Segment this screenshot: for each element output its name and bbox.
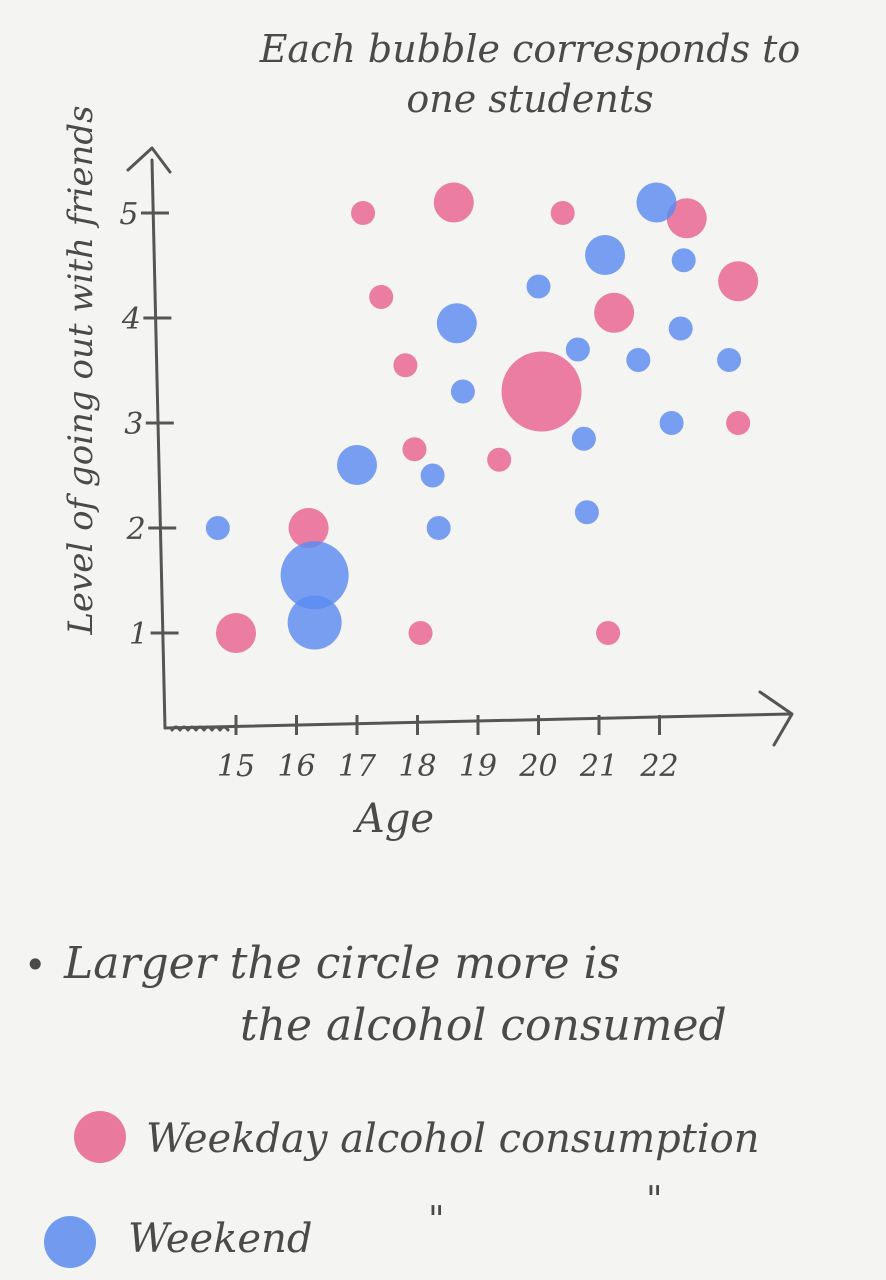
weekend-bubble	[287, 595, 342, 650]
weekend-bubble	[571, 426, 596, 451]
weekend-bubble	[337, 445, 377, 485]
weekday-bubble	[487, 447, 512, 472]
legend-weekend-ditto-1: "	[428, 1200, 445, 1241]
chart-title-line1: Each bubble corresponds to	[259, 27, 801, 71]
legend-weekday-swatch	[74, 1111, 126, 1163]
legend-weekend-ditto-2: "	[646, 1180, 663, 1221]
y-tick-label: 5	[119, 197, 138, 232]
weekday-bubble	[594, 292, 635, 333]
legend-weekend-label: Weekend	[128, 1216, 312, 1262]
weekend-bubble	[574, 500, 599, 525]
legend-weekday-label: Weekday alcohol consumption	[146, 1116, 759, 1162]
weekday-bubble	[501, 351, 582, 432]
weekend-bubble	[436, 303, 477, 344]
weekend-bubble	[280, 541, 349, 610]
y-tick-label: 2	[126, 512, 146, 547]
weekend-bubble	[668, 316, 693, 341]
weekday-bubble	[718, 261, 759, 302]
weekend-bubble	[420, 463, 445, 488]
note-bullet: •	[24, 943, 46, 987]
weekday-bubble	[393, 353, 418, 378]
weekday-bubble	[216, 613, 256, 653]
y-axis-label: Level of going out with friends	[61, 105, 101, 635]
x-axis-arrowhead	[758, 690, 794, 747]
y-tick-label: 1	[129, 617, 148, 652]
y-axis-arrowhead	[126, 146, 172, 174]
x-axis-break-scribble	[170, 725, 230, 732]
weekday-bubble	[408, 621, 433, 645]
weekend-bubble	[565, 337, 590, 362]
weekend-bubble	[626, 348, 651, 372]
x-tick-label: 18	[398, 749, 436, 784]
weekend-bubble	[659, 411, 684, 435]
weekday-bubble	[288, 508, 329, 548]
weekend-bubble	[450, 379, 475, 404]
weekend-bubble	[717, 348, 742, 372]
chart-title-line2: one students	[406, 77, 653, 121]
x-tick-label: 19	[459, 749, 497, 784]
weekday-bubble	[596, 621, 621, 645]
x-axis-label: Age	[352, 796, 434, 842]
weekend-bubble	[205, 516, 230, 540]
legend-weekend-swatch	[44, 1216, 96, 1268]
weekday-bubble	[402, 437, 427, 462]
x-tick-label: 22	[639, 749, 678, 784]
weekday-bubble	[369, 285, 394, 309]
note-line1: Larger the circle more is	[63, 938, 620, 989]
x-tick-label: 15	[217, 749, 255, 784]
x-tick-label: 21	[579, 749, 618, 784]
weekday-bubble	[550, 201, 575, 225]
y-axis-line	[150, 158, 167, 730]
weekend-bubble	[636, 182, 677, 223]
note-line2: the alcohol consumed	[240, 1000, 727, 1051]
weekend-bubble	[671, 248, 696, 273]
weekday-bubble	[666, 198, 707, 239]
weekday-bubble	[351, 201, 376, 225]
weekday-bubble	[433, 182, 474, 223]
x-tick-label: 17	[338, 749, 377, 784]
x-tick-label: 16	[277, 749, 315, 784]
y-tick-label: 4	[121, 302, 141, 337]
weekend-bubble	[526, 274, 551, 299]
weekend-bubble	[585, 235, 626, 275]
weekend-bubble	[426, 516, 451, 540]
x-tick-label: 20	[518, 749, 557, 784]
weekday-bubble	[726, 411, 751, 435]
y-tick-label: 3	[124, 407, 143, 442]
